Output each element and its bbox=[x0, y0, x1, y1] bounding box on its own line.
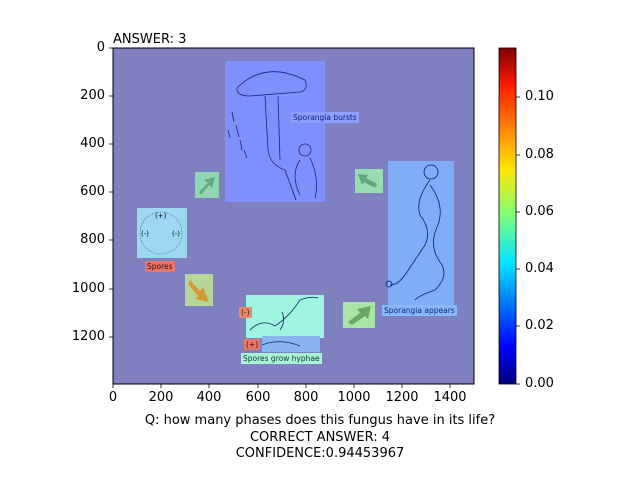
label-minus: (-) bbox=[239, 307, 252, 318]
colorbar-tick-label: 0.04 bbox=[525, 261, 554, 276]
x-tick-label: 400 bbox=[196, 390, 222, 405]
colorbar-tick-label: 0.02 bbox=[525, 318, 554, 333]
arrow-4 bbox=[348, 306, 371, 325]
y-tick-label: 800 bbox=[80, 232, 105, 247]
x-tick-label: 800 bbox=[293, 390, 319, 405]
region-hyphae bbox=[246, 295, 324, 338]
answer-title: ANSWER: 3 bbox=[113, 32, 187, 47]
y-tick-label: 0 bbox=[96, 40, 105, 55]
arrow-1 bbox=[199, 177, 215, 195]
colorbar bbox=[498, 47, 517, 385]
colorbar-tick-label: 0.06 bbox=[525, 204, 554, 219]
question-text: Q: how many phases does this fungus have… bbox=[144, 413, 496, 428]
arrow-2 bbox=[358, 174, 377, 188]
region-sporangia-appears bbox=[388, 161, 454, 305]
label-spore-minus-left: (-) bbox=[141, 230, 149, 238]
x-tick-label: 0 bbox=[108, 390, 118, 405]
label-plus: (+) bbox=[244, 339, 261, 350]
sporangia-drawing bbox=[385, 164, 445, 301]
x-tick-label: 200 bbox=[148, 390, 174, 405]
spore-drawing bbox=[139, 211, 183, 255]
y-tick-label: 1200 bbox=[71, 329, 105, 344]
region-spores bbox=[137, 208, 187, 258]
y-axis-ticks bbox=[109, 47, 113, 338]
x-tick-label: 1000 bbox=[337, 390, 371, 405]
region-hyphae-lower bbox=[262, 336, 320, 352]
y-tick-label: 200 bbox=[80, 88, 105, 103]
mushroom-drawing bbox=[227, 71, 318, 201]
arrow-3 bbox=[188, 280, 209, 302]
label-spores: Spores bbox=[145, 261, 175, 272]
y-tick-label: 1000 bbox=[71, 281, 105, 296]
colorbar-tick-label: 0.10 bbox=[525, 89, 554, 104]
label-spores-grow-hyphae: Spores grow hyphae bbox=[241, 353, 322, 364]
region-sporangia-bursts bbox=[225, 61, 325, 202]
label-sporangia-bursts: Sporangia bursts bbox=[291, 112, 359, 123]
label-sporangia-appears: Sporangia appears bbox=[382, 305, 457, 316]
label-spore-plus: (+) bbox=[155, 212, 167, 220]
hyphae-drawing bbox=[249, 296, 319, 347]
x-axis-ticks bbox=[112, 384, 451, 388]
colorbar-tick-label: 0.08 bbox=[525, 147, 554, 162]
correct-answer-text: CORRECT ANSWER: 4 bbox=[249, 430, 391, 445]
label-spore-minus-right: (-) bbox=[172, 230, 180, 238]
colorbar-ticks bbox=[516, 96, 520, 385]
colorbar-tick-label: 0.00 bbox=[525, 376, 554, 391]
confidence-text: CONFIDENCE:0.94453967 bbox=[235, 446, 405, 461]
x-tick-label: 600 bbox=[245, 390, 271, 405]
x-tick-label: 1400 bbox=[433, 390, 467, 405]
x-tick-label: 1200 bbox=[385, 390, 419, 405]
y-tick-label: 400 bbox=[80, 136, 105, 151]
y-tick-label: 600 bbox=[80, 184, 105, 199]
